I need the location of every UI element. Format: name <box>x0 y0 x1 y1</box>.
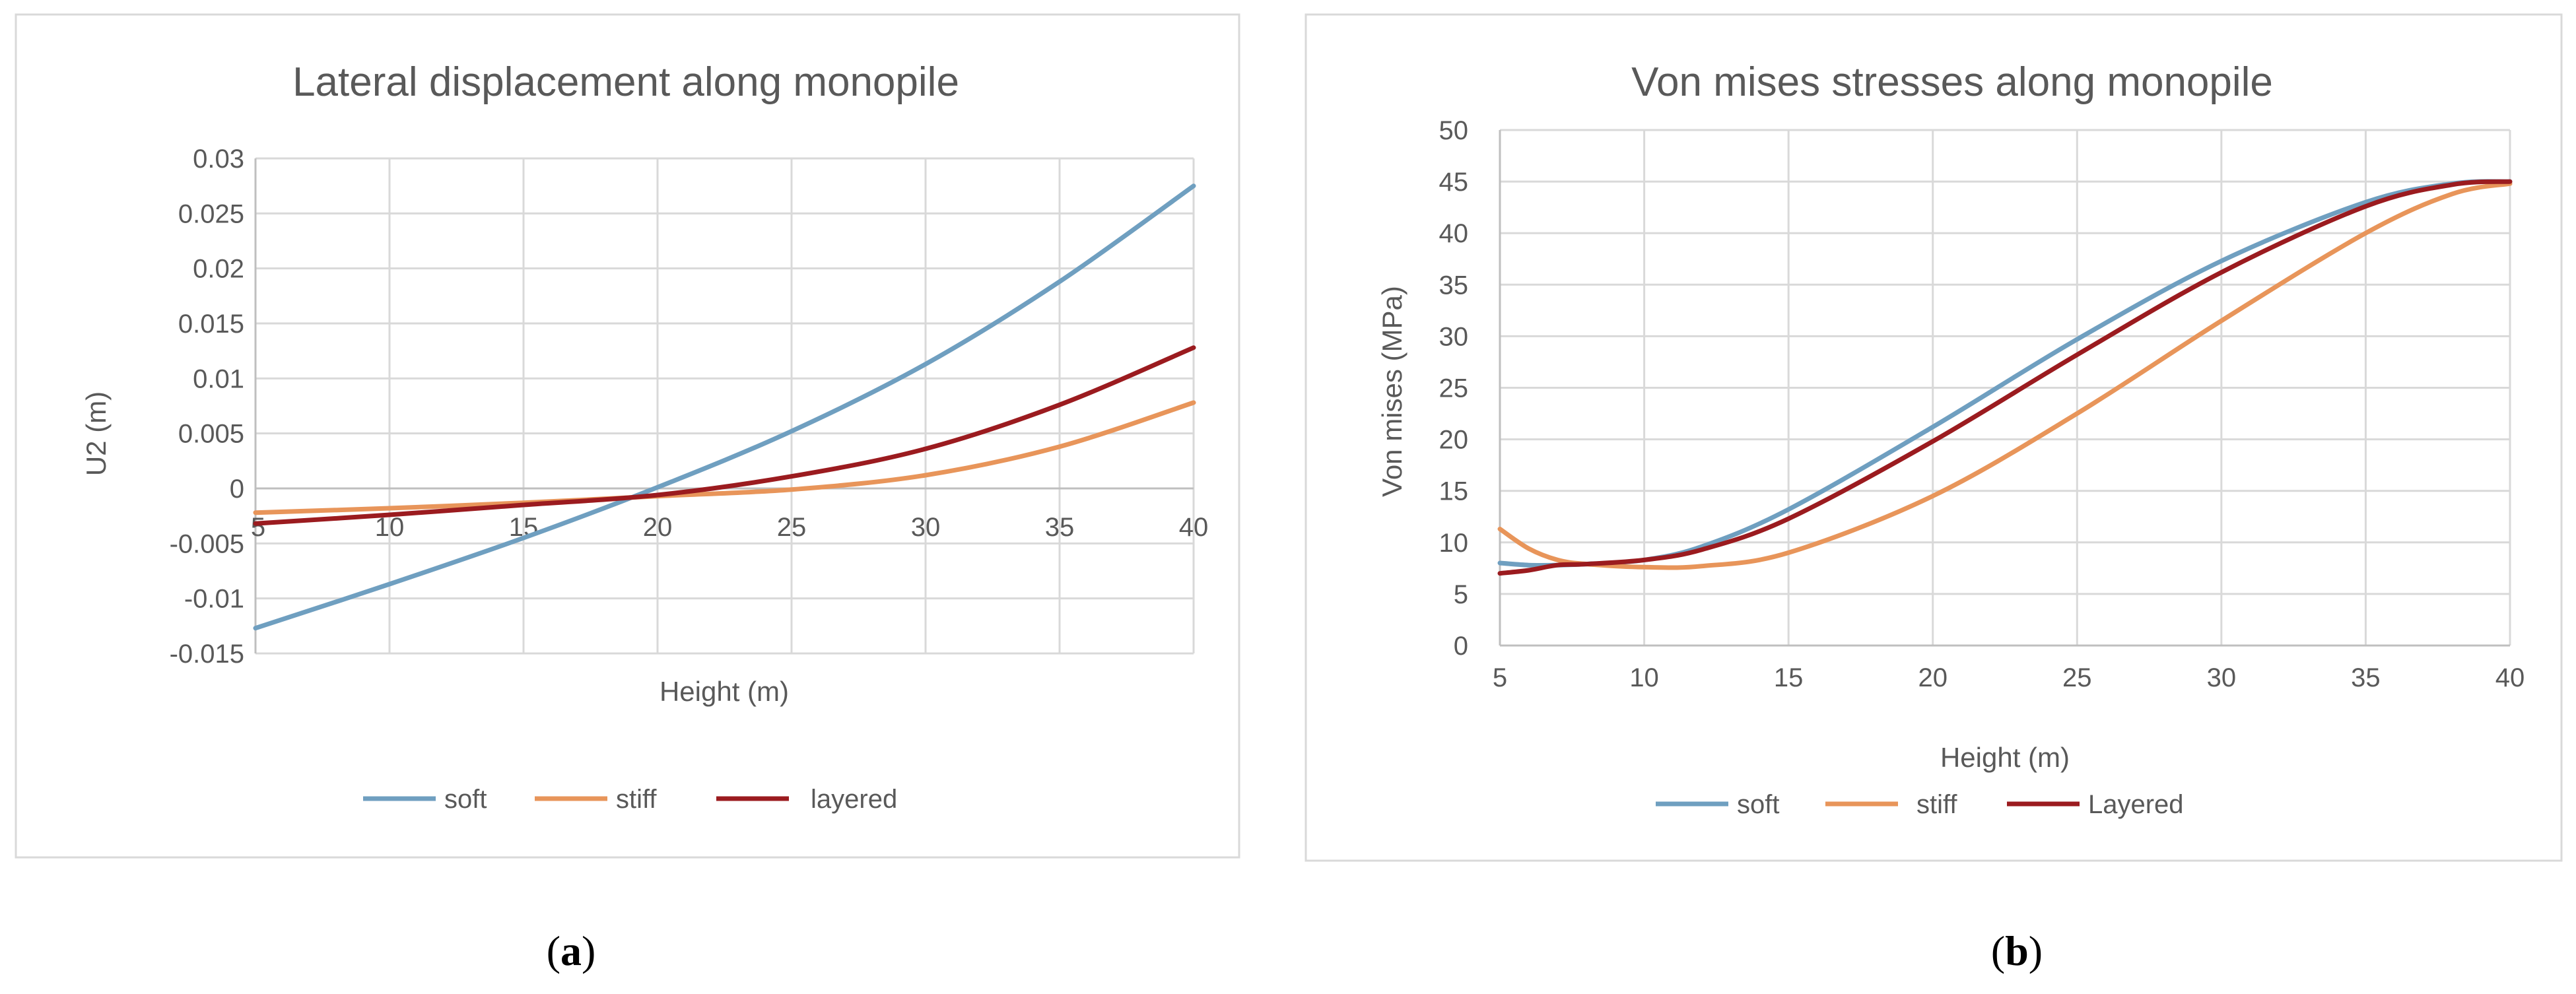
y-tick-label: 25 <box>1439 374 1469 403</box>
x-tick-label: 40 <box>2495 663 2525 692</box>
y-tick-label: 0.005 <box>178 420 244 449</box>
x-tick-label: 35 <box>1045 513 1075 542</box>
x-tick-label: 5 <box>1493 663 1507 692</box>
legend-label-layered: Layered <box>2088 790 2184 819</box>
x-tick-label: 10 <box>1629 663 1659 692</box>
series-line-stiff <box>253 400 1196 515</box>
x-tick-label: 15 <box>1774 663 1804 692</box>
x-tick-label: 30 <box>911 513 941 542</box>
y-tick-label: 50 <box>1439 116 1469 145</box>
y-tick-label: 15 <box>1439 477 1469 506</box>
y-tick-label: 0.025 <box>178 199 244 228</box>
x-tick-label: 20 <box>1918 663 1948 692</box>
x-tick-label: 35 <box>2351 663 2381 692</box>
y-tick-label: 0.01 <box>193 364 244 393</box>
y-tick-label: 45 <box>1439 168 1469 197</box>
series-line-soft <box>253 183 1196 631</box>
chart-b-y-tick-labels: 0 5 10 15 20 25 30 35 40 45 50 <box>1439 116 1469 661</box>
chart-a-y-tick-labels: -0.015 -0.01 -0.005 0 0.005 0.01 0.015 0.02 0.02… <box>170 145 244 669</box>
series-line-layered <box>1497 179 2513 576</box>
caption-a-close: ) <box>582 927 595 974</box>
legend-label-soft: soft <box>1737 790 1779 819</box>
chart-a-x-tick-labels: 5 10 15 20 25 30 35 40 <box>251 513 1208 542</box>
chart-a-frame <box>15 13 1240 859</box>
y-tick-label: -0.005 <box>170 529 244 558</box>
chart-b-x-axis-label: Height (m) <box>1940 742 2070 773</box>
chart-a-series <box>253 183 1196 631</box>
chart-b-series <box>1497 179 2513 576</box>
series-line-layered <box>253 345 1196 526</box>
y-tick-label: 10 <box>1439 529 1469 558</box>
chart-b-y-axis-label: Von mises (MPa) <box>1376 286 1407 497</box>
x-tick-label: 25 <box>777 513 807 542</box>
legend-label-stiff: stiff <box>1916 790 1957 819</box>
y-tick-label: 0.015 <box>178 310 244 339</box>
chart-panel-a: Lateral displacement along monopile -0.0… <box>15 13 1240 859</box>
y-tick-label: 20 <box>1439 426 1469 455</box>
caption-b-close: ) <box>2029 927 2043 974</box>
chart-a-x-axis-label: Height (m) <box>660 676 789 707</box>
y-tick-label: 35 <box>1439 271 1469 300</box>
y-tick-label: 0 <box>230 475 244 504</box>
caption-b: (b) <box>1991 927 2043 974</box>
chart-panel-b: Von mises stresses along monopile 051015… <box>1305 13 2563 862</box>
y-tick-label: 40 <box>1439 219 1469 248</box>
y-tick-label: 0 <box>1454 632 1468 661</box>
chart-b-gridlines <box>1499 129 2511 647</box>
chart-b-title: Von mises stresses along monopile <box>1631 59 2273 105</box>
x-tick-label: 20 <box>643 513 673 542</box>
y-tick-label: 30 <box>1439 322 1469 351</box>
x-tick-label: 40 <box>1179 513 1209 542</box>
y-tick-label: 0.03 <box>193 145 244 174</box>
caption-b-open: ( <box>1991 927 2005 974</box>
caption-b-letter: b <box>2005 927 2029 974</box>
y-tick-label: -0.01 <box>184 585 244 614</box>
chart-a-y-axis-label: U2 (m) <box>81 391 112 476</box>
chart-a-title: Lateral displacement along monopile <box>292 59 959 105</box>
y-tick-label: -0.015 <box>170 640 244 669</box>
legend-label-soft: soft <box>444 785 487 814</box>
caption-a-open: ( <box>547 927 560 974</box>
chart-b-legend: soft stiff Layered <box>1656 790 2184 819</box>
caption-a-letter: a <box>560 927 582 974</box>
chart-b-x-tick-labels: 5 10 15 20 25 30 35 40 <box>1493 663 2525 692</box>
chart-a-legend: soft stiff layered <box>363 785 897 814</box>
legend-label-layered: layered <box>811 785 897 814</box>
y-tick-label: 5 <box>1454 580 1468 609</box>
x-tick-label: 30 <box>2207 663 2237 692</box>
legend-label-stiff: stiff <box>616 785 657 814</box>
x-tick-label: 5 <box>251 513 265 542</box>
x-tick-label: 25 <box>2062 663 2092 692</box>
y-tick-label: 0.02 <box>193 255 244 284</box>
caption-a: (a) <box>547 927 596 974</box>
